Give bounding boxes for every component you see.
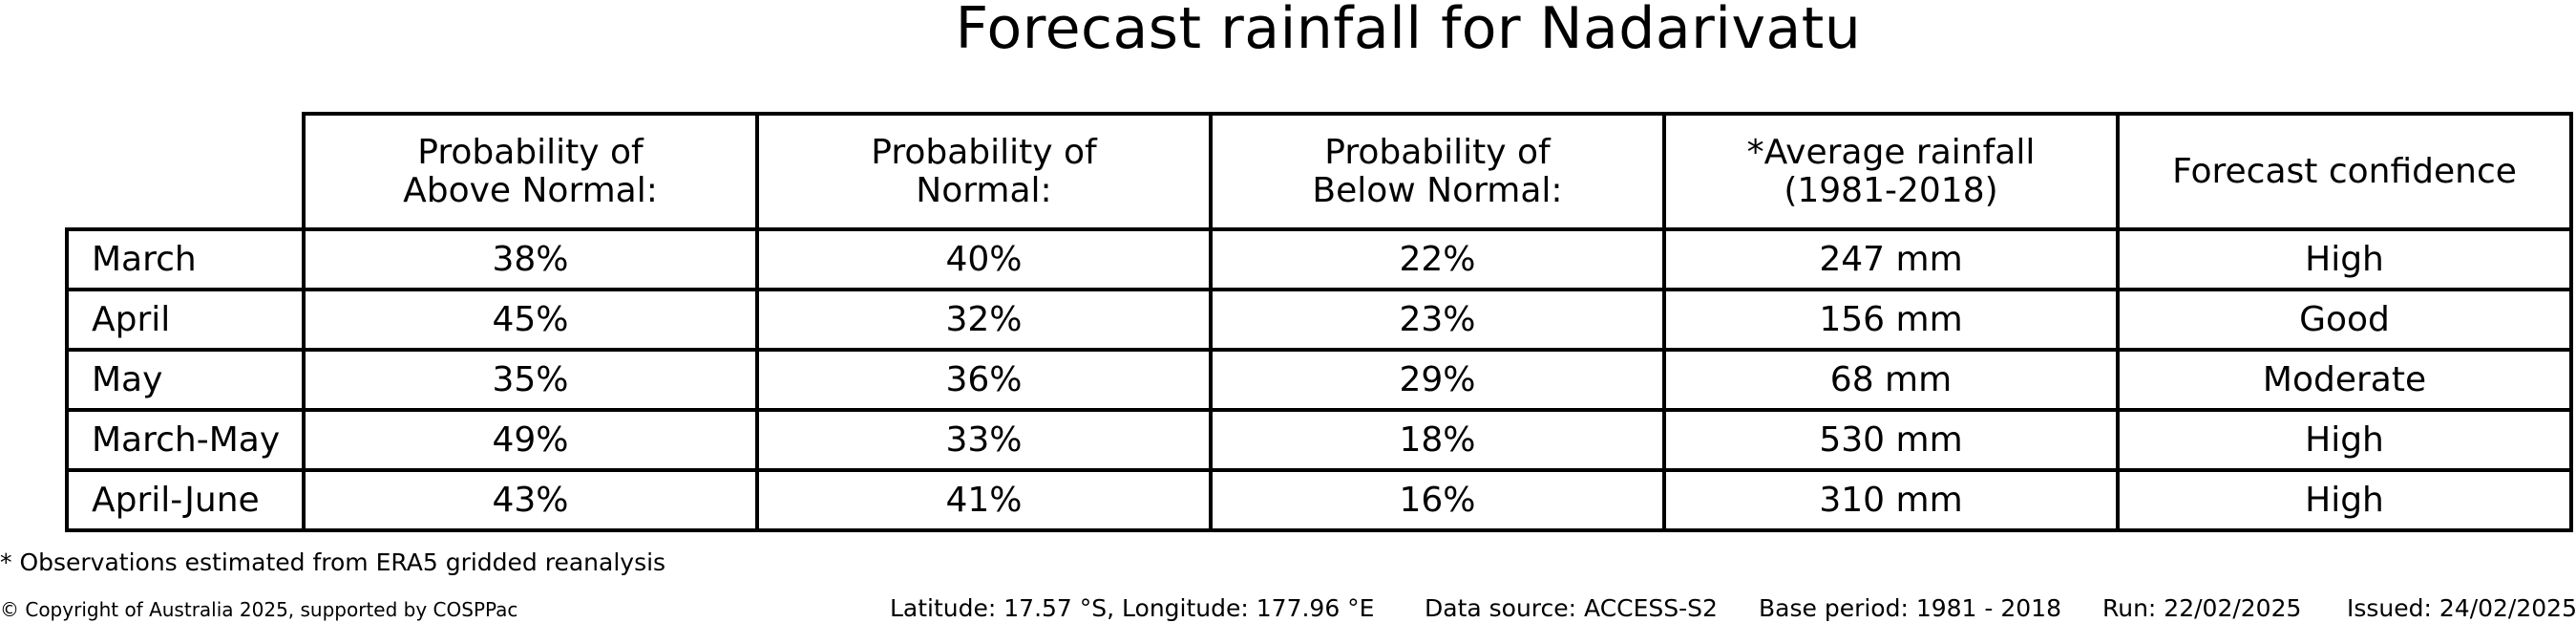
cell-average-rainfall: 530 mm [1662, 408, 2120, 472]
cell-prob-below: 29% [1209, 348, 1666, 412]
cell-prob-below: 16% [1209, 468, 1666, 532]
header-prob-normal: Probability of Normal: [755, 112, 1213, 231]
copyright-notice: © Copyright of Australia 2025, supported… [0, 598, 518, 621]
table-row: May 35% 36% 29% 68 mm Moderate [65, 348, 2573, 412]
data-source: Data source: ACCESS-S2 [1425, 594, 1718, 622]
cell-prob-above: 35% [302, 348, 759, 412]
cell-average-rainfall: 156 mm [1662, 288, 2120, 352]
cell-forecast-confidence: Moderate [2116, 348, 2573, 412]
table-row: April 45% 32% 23% 156 mm Good [65, 288, 2573, 352]
table-corner-cell [67, 114, 306, 231]
row-label: March-May [65, 408, 306, 472]
cell-prob-normal: 36% [755, 348, 1213, 412]
cell-forecast-confidence: High [2116, 408, 2573, 472]
cell-prob-normal: 33% [755, 408, 1213, 472]
cell-forecast-confidence: High [2116, 468, 2573, 532]
header-prob-above: Probability of Above Normal: [302, 112, 759, 231]
table-header-row: Probability of Above Normal: Probability … [67, 112, 2573, 231]
cell-prob-above: 49% [302, 408, 759, 472]
cell-prob-normal: 41% [755, 468, 1213, 532]
page-title: Forecast rainfall for Nadarivatu [955, 0, 1862, 62]
table-row: March 38% 40% 22% 247 mm High [65, 227, 2573, 291]
run-date: Run: 22/02/2025 [2102, 594, 2302, 622]
cell-forecast-confidence: High [2116, 227, 2573, 291]
row-label: May [65, 348, 306, 412]
row-label: April [65, 288, 306, 352]
table-row: April-June 43% 41% 16% 310 mm High [65, 468, 2573, 532]
cell-prob-above: 43% [302, 468, 759, 532]
cell-average-rainfall: 310 mm [1662, 468, 2120, 532]
table-row: March-May 49% 33% 18% 530 mm High [65, 408, 2573, 472]
cell-prob-above: 45% [302, 288, 759, 352]
location-coordinates: Latitude: 17.57 °S, Longitude: 177.96 °E [890, 594, 1375, 622]
base-period: Base period: 1981 - 2018 [1759, 594, 2061, 622]
cell-prob-below: 22% [1209, 227, 1666, 291]
header-prob-below: Probability of Below Normal: [1209, 112, 1666, 231]
header-forecast-confidence: Forecast confidence [2116, 112, 2573, 231]
row-label: March [65, 227, 306, 291]
cell-prob-below: 23% [1209, 288, 1666, 352]
cell-average-rainfall: 68 mm [1662, 348, 2120, 412]
header-average-rainfall: *Average rainfall (1981-2018) [1662, 112, 2120, 231]
cell-prob-normal: 32% [755, 288, 1213, 352]
row-label: April-June [65, 468, 306, 532]
cell-prob-above: 38% [302, 227, 759, 291]
cell-forecast-confidence: Good [2116, 288, 2573, 352]
forecast-table: Probability of Above Normal: Probability … [65, 112, 2573, 532]
issued-date: Issued: 24/02/2025 [2347, 594, 2576, 622]
cell-prob-below: 18% [1209, 408, 1666, 472]
cell-average-rainfall: 247 mm [1662, 227, 2120, 291]
footnote: * Observations estimated from ERA5 gridd… [0, 548, 666, 576]
cell-prob-normal: 40% [755, 227, 1213, 291]
